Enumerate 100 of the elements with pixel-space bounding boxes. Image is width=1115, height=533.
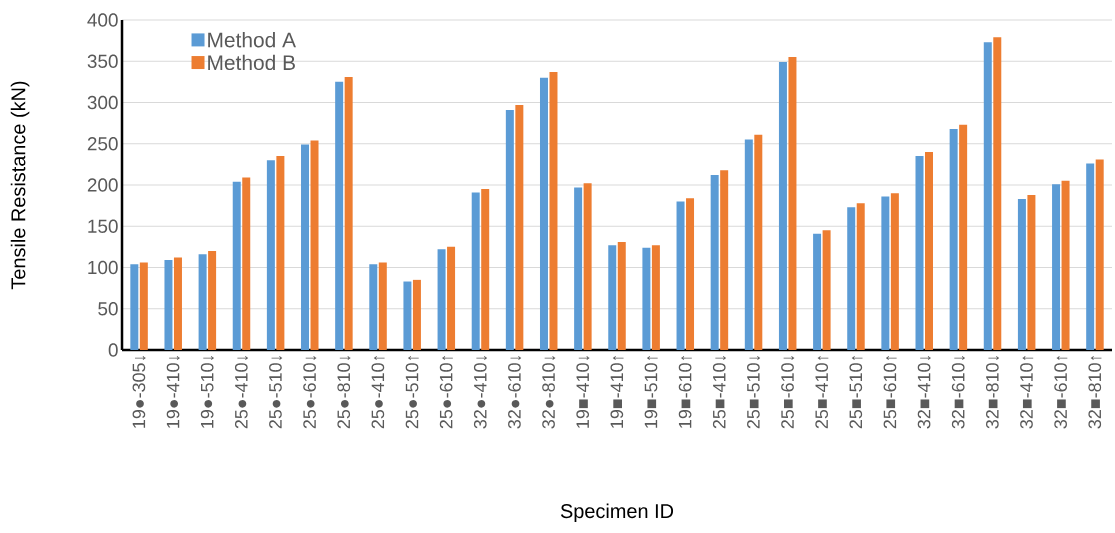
y-tick-label: 150: [88, 219, 118, 233]
bar: [447, 246, 456, 350]
x-tick-label: 32■-410↓: [917, 355, 931, 429]
x-tick-label: 32■-610↓: [951, 355, 965, 429]
bar: [242, 177, 251, 350]
bar: [583, 183, 592, 350]
bar: [335, 81, 344, 350]
x-tick-label: 25●-610↑: [439, 355, 453, 429]
bar: [515, 104, 524, 350]
x-axis-title: Specimen ID: [560, 503, 674, 523]
bar: [369, 264, 378, 350]
x-tick-label: 25■-410↓: [712, 355, 726, 429]
x-tick-label: 32●-410↓: [473, 355, 487, 429]
bar: [574, 187, 583, 350]
x-tick-label: 32■-810↑: [1088, 355, 1102, 429]
x-tick-label: 25■-610↓: [781, 355, 795, 429]
y-axis-title: Tensile Resistance (kN): [10, 81, 30, 290]
y-tick-label: 300: [87, 95, 118, 110]
y-tick-label: 50: [98, 302, 118, 316]
bar: [1052, 184, 1061, 350]
x-tick-label: 25●-510↑: [405, 355, 419, 429]
bar: [847, 207, 856, 350]
bar: [198, 254, 207, 350]
x-tick-label: 19●-305↓: [132, 355, 146, 428]
x-tick-label: 32■-410↑: [1020, 355, 1034, 429]
x-tick-label: 25●-410↓: [234, 355, 249, 429]
bar: [856, 203, 865, 350]
y-tick-label: 400: [87, 13, 118, 27]
bar: [301, 144, 310, 350]
bar: [710, 175, 719, 350]
bar: [549, 71, 558, 350]
x-tick-label: 25■-610↑: [883, 355, 897, 429]
bar: [130, 264, 139, 350]
x-tick-label: 19■-510↑: [644, 355, 658, 428]
bar: [617, 241, 626, 350]
legend-label: Method A: [208, 32, 296, 48]
bar: [642, 247, 651, 350]
y-tick-label: 100: [88, 260, 118, 275]
bar: [164, 260, 173, 350]
bar: [983, 42, 992, 350]
x-tick-label: 25■-410↑: [815, 355, 829, 429]
x-tick-label: 25●-610↓: [303, 355, 317, 429]
bar: [232, 181, 241, 350]
x-tick-label: 19■-410↓: [576, 355, 590, 428]
x-tick-label: 32■-610↑: [1054, 355, 1068, 429]
bar: [1017, 199, 1026, 350]
x-tick-label: 25■-510↑: [849, 355, 863, 429]
bar: [266, 160, 275, 350]
bar: [608, 245, 617, 350]
bar: [412, 279, 421, 350]
bar: [208, 250, 217, 350]
x-tick-label: 32●-610↓: [508, 355, 522, 429]
bar: [437, 249, 446, 350]
x-tick-label: 19●-510↓: [200, 355, 214, 428]
bar: [403, 281, 412, 350]
x-tick-label: 19■-410↑: [610, 355, 624, 428]
y-tick-label: 200: [87, 178, 118, 192]
bar: [778, 62, 787, 350]
bar: [744, 139, 753, 350]
bar: [1027, 194, 1036, 350]
y-tick-label: 350: [87, 54, 118, 68]
bar: [505, 109, 514, 350]
bar: [754, 134, 763, 350]
bar: [651, 245, 660, 350]
bar: [822, 230, 831, 350]
bar: [310, 140, 319, 350]
bar: [139, 262, 148, 350]
bar: [539, 77, 548, 350]
x-tick-label: 19■-610↑: [678, 355, 692, 428]
y-tick-label: 250: [87, 137, 118, 151]
y-tick-label: 0: [108, 343, 118, 357]
bar: [949, 128, 958, 350]
bar: [890, 193, 899, 350]
bar: [788, 57, 797, 350]
bar: [993, 37, 1002, 350]
bar: [959, 124, 968, 350]
bar: [676, 201, 685, 350]
bar: [1095, 159, 1104, 350]
bar: [471, 192, 480, 350]
x-tick-label: 25●-510↓: [269, 355, 283, 429]
bar: [481, 189, 490, 350]
legend-label: Method B: [208, 54, 295, 71]
bar: [1061, 180, 1070, 350]
bar: [173, 257, 182, 350]
x-tick-label: 19●-410↓: [166, 355, 180, 428]
x-tick-label: 25●-410↑: [371, 355, 385, 429]
x-tick-label: 25●-810↓: [337, 355, 351, 429]
bar: [915, 156, 924, 350]
bar: [1086, 163, 1095, 350]
bar: [276, 156, 285, 350]
bar: [720, 170, 729, 350]
x-tick-label: 25■-510↓: [747, 355, 761, 429]
bar: [344, 76, 353, 350]
bar: [881, 196, 890, 350]
bar: [378, 262, 387, 350]
bar: [925, 151, 933, 350]
x-tick-label: 32■-810↓: [985, 355, 1000, 429]
bar: [813, 233, 822, 350]
x-tick-label: 32●-810↓: [542, 355, 556, 429]
bar: [686, 198, 695, 350]
